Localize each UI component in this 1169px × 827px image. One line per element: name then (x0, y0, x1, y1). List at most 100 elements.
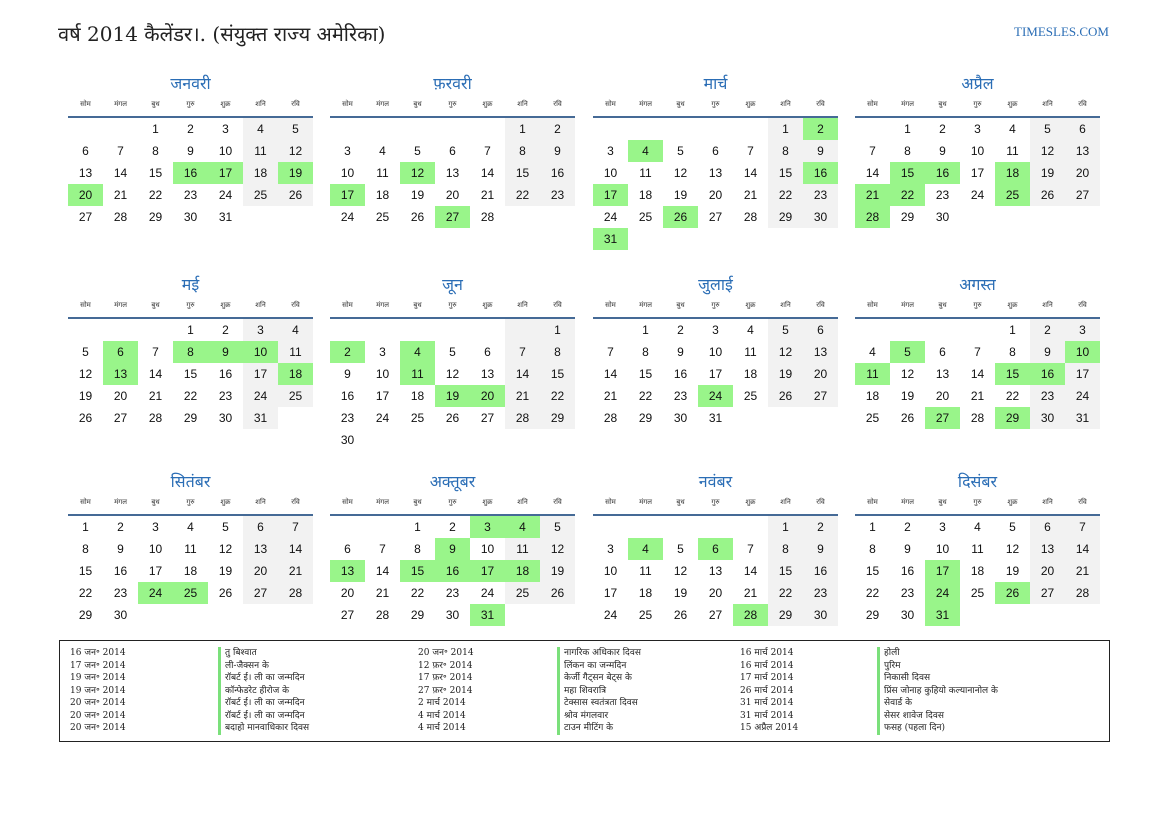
day-cell[interactable]: 23 (935, 188, 950, 202)
holiday-day-cell[interactable]: 19 (278, 162, 313, 184)
day-cell[interactable]: 20 (803, 363, 838, 385)
day-cell[interactable]: 3 (222, 122, 229, 136)
day-cell[interactable]: 15 (638, 367, 653, 381)
holiday-day-cell[interactable]: 24 (698, 385, 733, 407)
holiday-day-cell[interactable]: 3 (470, 516, 505, 538)
day-cell[interactable]: 13 (935, 367, 950, 381)
day-cell[interactable]: 18 (638, 188, 653, 202)
day-cell[interactable]: 10 (480, 542, 495, 556)
day-cell[interactable]: 18 (375, 188, 390, 202)
day-cell[interactable]: 23 (540, 184, 575, 206)
day-cell[interactable]: 12 (278, 140, 313, 162)
day-cell[interactable]: 3 (243, 319, 278, 341)
holiday-day-cell[interactable]: 31 (470, 604, 505, 626)
day-cell[interactable]: 1 (1009, 323, 1016, 337)
day-cell[interactable]: 31 (218, 210, 233, 224)
day-cell[interactable]: 24 (603, 608, 618, 622)
day-cell[interactable]: 13 (1030, 538, 1065, 560)
day-cell[interactable]: 10 (218, 144, 233, 158)
day-cell[interactable]: 23 (340, 411, 355, 425)
day-cell[interactable]: 11 (505, 538, 540, 560)
day-cell[interactable]: 13 (480, 367, 495, 381)
day-cell[interactable]: 11 (243, 140, 278, 162)
day-cell[interactable]: 1 (187, 323, 194, 337)
day-cell[interactable]: 5 (1030, 118, 1065, 140)
day-cell[interactable]: 14 (480, 166, 495, 180)
day-cell[interactable]: 28 (743, 210, 758, 224)
day-cell[interactable]: 12 (540, 538, 575, 560)
day-cell[interactable]: 14 (375, 564, 390, 578)
day-cell[interactable]: 18 (638, 586, 653, 600)
day-cell[interactable]: 14 (603, 367, 618, 381)
day-cell[interactable]: 8 (904, 144, 911, 158)
day-cell[interactable]: 23 (113, 586, 128, 600)
day-cell[interactable]: 8 (1009, 345, 1016, 359)
day-cell[interactable]: 25 (970, 586, 985, 600)
day-cell[interactable]: 23 (1030, 385, 1065, 407)
holiday-day-cell[interactable]: 21 (855, 184, 890, 206)
day-cell[interactable]: 7 (747, 144, 754, 158)
day-cell[interactable]: 19 (768, 363, 803, 385)
holiday-day-cell[interactable]: 31 (593, 228, 628, 250)
day-cell[interactable]: 26 (900, 411, 915, 425)
day-cell[interactable]: 20 (1030, 560, 1065, 582)
day-cell[interactable]: 9 (904, 542, 911, 556)
day-cell[interactable]: 27 (708, 608, 723, 622)
day-cell[interactable]: 21 (480, 188, 495, 202)
day-cell[interactable]: 7 (278, 516, 313, 538)
day-cell[interactable]: 12 (768, 341, 803, 363)
holiday-day-cell[interactable]: 24 (925, 582, 960, 604)
day-cell[interactable]: 26 (540, 582, 575, 604)
day-cell[interactable]: 6 (803, 319, 838, 341)
day-cell[interactable]: 9 (117, 542, 124, 556)
holiday-day-cell[interactable]: 4 (505, 516, 540, 538)
day-cell[interactable]: 3 (379, 345, 386, 359)
day-cell[interactable]: 28 (480, 210, 495, 224)
day-cell[interactable]: 7 (974, 345, 981, 359)
day-cell[interactable]: 10 (935, 542, 950, 556)
day-cell[interactable]: 30 (445, 608, 460, 622)
day-cell[interactable]: 17 (603, 586, 618, 600)
day-cell[interactable]: 13 (78, 166, 93, 180)
day-cell[interactable]: 26 (673, 608, 688, 622)
day-cell[interactable]: 3 (712, 323, 719, 337)
day-cell[interactable]: 8 (642, 345, 649, 359)
day-cell[interactable]: 19 (1030, 162, 1065, 184)
holiday-day-cell[interactable]: 15 (400, 560, 435, 582)
day-cell[interactable]: 9 (803, 140, 838, 162)
day-cell[interactable]: 4 (1009, 122, 1016, 136)
site-link[interactable]: TIMESLES.COM (1014, 24, 1109, 39)
holiday-day-cell[interactable]: 28 (855, 206, 890, 228)
day-cell[interactable]: 3 (607, 144, 614, 158)
day-cell[interactable]: 28 (970, 411, 985, 425)
day-cell[interactable]: 1 (505, 118, 540, 140)
day-cell[interactable]: 4 (974, 520, 981, 534)
day-cell[interactable]: 8 (869, 542, 876, 556)
day-cell[interactable]: 14 (1065, 538, 1100, 560)
holiday-day-cell[interactable]: 26 (663, 206, 698, 228)
holiday-day-cell[interactable]: 6 (698, 538, 733, 560)
holiday-day-cell[interactable]: 17 (470, 560, 505, 582)
day-cell[interactable]: 10 (340, 166, 355, 180)
holiday-day-cell[interactable]: 27 (435, 206, 470, 228)
holiday-day-cell[interactable]: 16 (173, 162, 208, 184)
holiday-day-cell[interactable]: 20 (470, 385, 505, 407)
day-cell[interactable]: 30 (803, 206, 838, 228)
day-cell[interactable]: 20 (243, 560, 278, 582)
day-cell[interactable]: 10 (375, 367, 390, 381)
day-cell[interactable]: 11 (278, 341, 313, 363)
day-cell[interactable]: 16 (113, 564, 128, 578)
day-cell[interactable]: 17 (243, 363, 278, 385)
day-cell[interactable]: 30 (673, 411, 688, 425)
holiday-day-cell[interactable]: 4 (628, 140, 663, 162)
day-cell[interactable]: 11 (639, 564, 652, 578)
day-cell[interactable]: 28 (278, 582, 313, 604)
day-cell[interactable]: 27 (708, 210, 723, 224)
day-cell[interactable]: 7 (379, 542, 386, 556)
day-cell[interactable]: 6 (1065, 118, 1100, 140)
holiday-day-cell[interactable]: 13 (103, 363, 138, 385)
day-cell[interactable]: 29 (78, 608, 93, 622)
day-cell[interactable]: 27 (480, 411, 495, 425)
day-cell[interactable]: 15 (148, 166, 163, 180)
day-cell[interactable]: 26 (410, 210, 425, 224)
